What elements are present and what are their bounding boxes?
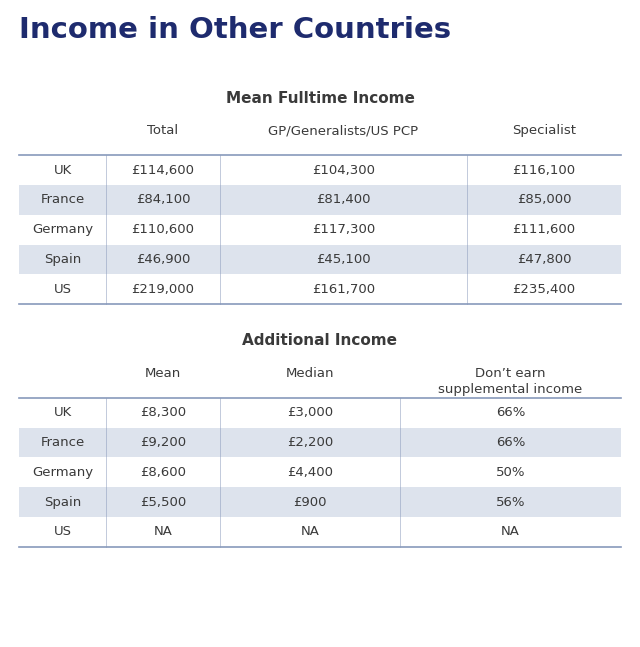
Text: 50%: 50% xyxy=(496,466,525,479)
Text: £104,300: £104,300 xyxy=(312,164,375,177)
Text: £161,700: £161,700 xyxy=(312,283,375,296)
FancyBboxPatch shape xyxy=(19,245,621,274)
Text: £81,400: £81,400 xyxy=(316,193,371,206)
Text: £5,500: £5,500 xyxy=(140,496,186,509)
FancyBboxPatch shape xyxy=(19,185,621,215)
Text: £8,300: £8,300 xyxy=(140,406,186,419)
Text: Spain: Spain xyxy=(44,253,81,266)
FancyBboxPatch shape xyxy=(19,398,621,428)
Text: Spain: Spain xyxy=(44,496,81,509)
Text: £46,900: £46,900 xyxy=(136,253,190,266)
Text: 66%: 66% xyxy=(496,406,525,419)
Text: £2,200: £2,200 xyxy=(287,436,333,449)
Text: France: France xyxy=(40,193,84,206)
Text: Additional Income: Additional Income xyxy=(243,333,397,348)
Text: US: US xyxy=(54,283,72,296)
FancyBboxPatch shape xyxy=(19,457,621,487)
FancyBboxPatch shape xyxy=(19,215,621,245)
Text: £116,100: £116,100 xyxy=(513,164,575,177)
Text: £8,600: £8,600 xyxy=(140,466,186,479)
FancyBboxPatch shape xyxy=(19,274,621,304)
Text: Don’t earn
supplemental income: Don’t earn supplemental income xyxy=(438,367,582,396)
FancyBboxPatch shape xyxy=(19,428,621,457)
Text: £235,400: £235,400 xyxy=(513,283,575,296)
FancyBboxPatch shape xyxy=(19,155,621,185)
Text: £219,000: £219,000 xyxy=(131,283,195,296)
Text: 66%: 66% xyxy=(496,436,525,449)
Text: £85,000: £85,000 xyxy=(516,193,571,206)
Text: UK: UK xyxy=(54,164,72,177)
Text: UK: UK xyxy=(54,406,72,419)
Text: NA: NA xyxy=(154,525,172,538)
Text: £117,300: £117,300 xyxy=(312,223,375,236)
FancyBboxPatch shape xyxy=(19,487,621,517)
Text: Mean Fulltime Income: Mean Fulltime Income xyxy=(225,91,415,105)
Text: GP/Generalists/US PCP: GP/Generalists/US PCP xyxy=(268,124,419,137)
Text: Median: Median xyxy=(285,367,334,380)
Text: Mean: Mean xyxy=(145,367,181,380)
Text: £114,600: £114,600 xyxy=(131,164,195,177)
Text: Germany: Germany xyxy=(32,466,93,479)
Text: NA: NA xyxy=(301,525,319,538)
Text: US: US xyxy=(54,525,72,538)
Text: £45,100: £45,100 xyxy=(316,253,371,266)
Text: Income in Other Countries: Income in Other Countries xyxy=(19,16,451,44)
Text: 56%: 56% xyxy=(496,496,525,509)
Text: £9,200: £9,200 xyxy=(140,436,186,449)
Text: £3,000: £3,000 xyxy=(287,406,333,419)
Text: NA: NA xyxy=(501,525,520,538)
Text: £84,100: £84,100 xyxy=(136,193,190,206)
Text: £900: £900 xyxy=(293,496,327,509)
Text: Total: Total xyxy=(147,124,179,137)
Text: £4,400: £4,400 xyxy=(287,466,333,479)
Text: France: France xyxy=(40,436,84,449)
Text: Germany: Germany xyxy=(32,223,93,236)
Text: £111,600: £111,600 xyxy=(513,223,575,236)
Text: Specialist: Specialist xyxy=(512,124,576,137)
Text: £110,600: £110,600 xyxy=(131,223,195,236)
FancyBboxPatch shape xyxy=(19,517,621,547)
Text: £47,800: £47,800 xyxy=(516,253,571,266)
